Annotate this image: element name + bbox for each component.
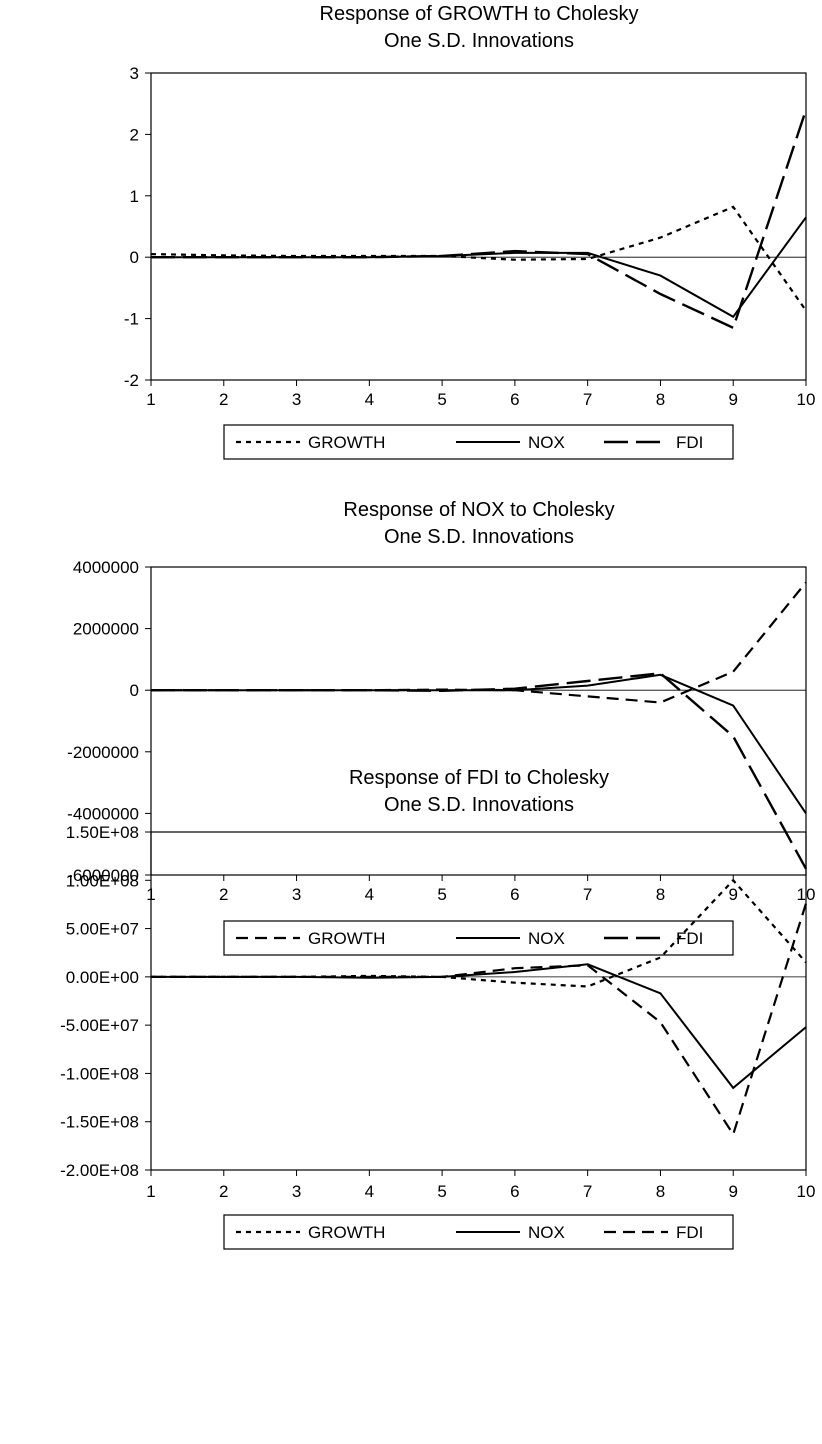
series-line-nox: [151, 673, 807, 814]
y-tick-label: -2.00E+08: [60, 1161, 139, 1180]
y-tick-label: 2: [130, 125, 139, 144]
x-tick-label: 2: [219, 390, 228, 409]
y-tick-label: -2000000: [67, 743, 139, 762]
chart-subtitle: One S.D. Innovations: [384, 794, 574, 816]
x-tick-label: 2: [219, 1182, 228, 1201]
y-tick-label: 0: [130, 681, 139, 700]
x-tick-label: 2: [219, 885, 228, 904]
legend-label-fdi: FDI: [676, 929, 703, 948]
x-tick-label: 4: [365, 885, 374, 904]
x-tick-label: 4: [365, 390, 374, 409]
y-tick-label: -1.00E+08: [60, 1064, 139, 1083]
y-tick-label: 1.50E+08: [66, 823, 139, 842]
y-tick-label: -1: [124, 310, 139, 329]
x-tick-label: 7: [583, 885, 592, 904]
series-line-fdi: [151, 109, 808, 330]
y-tick-label: 1.00E+08: [66, 871, 139, 890]
y-tick-label: 2000000: [73, 620, 139, 639]
series-line-growth: [150, 205, 807, 312]
series-line-nox: [151, 963, 807, 1090]
legend-label-nox: NOX: [528, 929, 565, 948]
chart-legend: GROWTH NOX FDI: [223, 920, 734, 956]
x-tick-label: 9: [728, 1182, 737, 1201]
x-tick-label: 3: [292, 885, 301, 904]
x-tick-label: 5: [437, 885, 446, 904]
x-tick-label: 5: [437, 1182, 446, 1201]
x-tick-label: 6: [510, 390, 519, 409]
y-tick-label: 0: [130, 248, 139, 267]
x-tick-label: 10: [797, 1182, 816, 1201]
y-tick-label: -1.50E+08: [60, 1113, 139, 1132]
series-line-fdi: [151, 903, 808, 1137]
legend-label-growth: GROWTH: [308, 433, 385, 452]
plot-frame: [150, 72, 807, 381]
y-tick-label: 4000000: [73, 558, 139, 577]
series-line-growth: [151, 581, 807, 704]
x-tick-label: 8: [656, 1182, 665, 1201]
chart-panel-2: Response of NOX to Cholesky One S.D. Inno…: [67, 499, 815, 956]
x-tick-label: 9: [728, 885, 737, 904]
x-tick-label: 1: [146, 390, 155, 409]
chart-subtitle: One S.D. Innovations: [384, 30, 574, 52]
x-tick-label: 7: [583, 390, 592, 409]
chart-legend: GROWTH NOX FDI: [223, 424, 734, 460]
chart-panel-1: Response of GROWTH to Cholesky One S.D. I…: [124, 3, 816, 460]
y-tick-label: 1: [130, 187, 139, 206]
legend-label-nox: NOX: [528, 1223, 565, 1242]
y-tick-label: 3: [130, 64, 139, 83]
x-tick-label: 4: [365, 1182, 374, 1201]
plot-frame: [150, 566, 807, 876]
y-tick-label: 0.00E+00: [66, 968, 139, 987]
x-tick-label: 8: [656, 390, 665, 409]
x-tick-label: 8: [656, 885, 665, 904]
x-tick-label: 3: [292, 1182, 301, 1201]
chart-subtitle: One S.D. Innovations: [384, 526, 574, 548]
x-tick-label: 9: [728, 390, 737, 409]
y-tick-label: -6000000: [67, 866, 139, 885]
series-line-fdi: [151, 672, 808, 870]
legend-label-fdi: FDI: [676, 433, 703, 452]
chart-title: Response of GROWTH to Cholesky: [320, 3, 639, 25]
x-tick-label: 6: [510, 1182, 519, 1201]
x-tick-label: 1: [146, 1182, 155, 1201]
x-tick-label: 3: [292, 390, 301, 409]
x-tick-label: 6: [510, 885, 519, 904]
y-tick-label: -2: [124, 371, 139, 390]
legend-label-growth: GROWTH: [308, 929, 385, 948]
x-tick-label: 5: [437, 390, 446, 409]
y-tick-label: -5.00E+07: [60, 1016, 139, 1035]
plot-frame: [150, 831, 807, 1171]
chart-panel-3: Response of FDI to Cholesky One S.D. Inno…: [60, 767, 816, 1250]
chart-title: Response of NOX to Cholesky: [343, 499, 614, 521]
x-tick-label: 10: [797, 390, 816, 409]
chart-title: Response of FDI to Cholesky: [349, 767, 609, 789]
series-line-nox: [151, 216, 807, 319]
chart-legend: GROWTH NOX FDI: [223, 1214, 734, 1250]
legend-label-growth: GROWTH: [308, 1223, 385, 1242]
x-tick-label: 7: [583, 1182, 592, 1201]
legend-label-fdi: FDI: [676, 1223, 703, 1242]
y-tick-label: 5.00E+07: [66, 920, 139, 939]
y-tick-label: -4000000: [67, 804, 139, 823]
legend-label-nox: NOX: [528, 433, 565, 452]
